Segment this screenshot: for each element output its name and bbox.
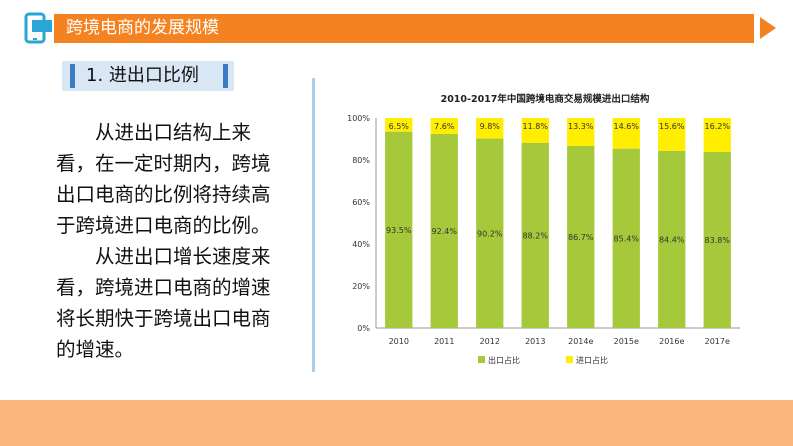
- data-label: 11.8%: [523, 122, 549, 131]
- bar-export: [385, 131, 413, 328]
- y-tick-label: 100%: [347, 114, 370, 123]
- bar-import: [385, 118, 413, 132]
- data-label: 83.8%: [705, 236, 731, 245]
- section-label: 1. 进出口比例: [86, 65, 199, 86]
- paragraph-1: 从进出口结构上来看，在一定时期内，跨境出口电商的比例将持续高于跨境进口电商的比例…: [56, 121, 271, 237]
- data-label: 13.3%: [568, 122, 594, 131]
- data-label: 85.4%: [614, 234, 640, 243]
- x-tick-label: 2011: [434, 337, 454, 346]
- section-right-bar: [223, 64, 228, 88]
- data-label: 6.5%: [389, 122, 410, 131]
- y-tick-label: 40%: [352, 240, 370, 249]
- bar-export: [567, 145, 595, 328]
- bar-import: [476, 118, 504, 139]
- data-label: 16.2%: [705, 122, 731, 131]
- x-tick-label: 2012: [480, 337, 500, 346]
- y-tick-label: 20%: [352, 282, 370, 291]
- legend-swatch: [478, 356, 485, 363]
- bar-import: [567, 118, 595, 146]
- bar-export: [658, 150, 686, 328]
- bar-export: [430, 133, 458, 328]
- data-label: 88.2%: [523, 231, 549, 240]
- x-tick-label: 2014e: [568, 337, 593, 346]
- legend-label: 进口占比: [576, 355, 608, 365]
- data-label: 86.7%: [568, 233, 594, 242]
- y-tick-label: 0%: [357, 324, 370, 333]
- logo-icon: [24, 12, 54, 46]
- legend-label: 出口占比: [488, 355, 520, 365]
- stacked-bar-chart: 2010-2017年中国跨境电商交易规模进出口结构 0% 20% 40% 60% 80%…: [347, 93, 740, 365]
- data-label: 93.5%: [386, 226, 412, 235]
- bar-import: [521, 118, 549, 143]
- data-label: 9.8%: [480, 122, 501, 131]
- title-arrow-icon: [760, 17, 776, 39]
- y-tick-label: 80%: [352, 156, 370, 165]
- page-title: 跨境电商的发展规模: [54, 14, 754, 43]
- bar-import: [612, 118, 640, 149]
- bar-import: [430, 118, 458, 134]
- x-tick-label: 2017e: [705, 337, 730, 346]
- bar-export: [703, 152, 731, 328]
- x-tick-label: 2013: [525, 337, 545, 346]
- divider-line: [312, 78, 315, 372]
- section-heading: 1. 进出口比例: [62, 61, 234, 91]
- section-left-bar: [70, 64, 75, 88]
- data-label: 14.6%: [614, 122, 640, 131]
- bar-export: [612, 148, 640, 328]
- bar-import: [658, 118, 686, 151]
- chart-title: 2010-2017年中国跨境电商交易规模进出口结构: [441, 93, 650, 105]
- y-tick-label: 60%: [352, 198, 370, 207]
- paragraph-2: 从进出口增长速度来看，跨境进口电商的增速将长期快于跨境出口电商的增速。: [56, 245, 271, 361]
- data-label: 90.2%: [477, 229, 503, 238]
- bar-export: [521, 142, 549, 328]
- x-tick-label: 2016e: [659, 337, 684, 346]
- data-label: 15.6%: [659, 122, 685, 131]
- footer-band: [0, 400, 793, 446]
- bar-export: [476, 138, 504, 328]
- body-text: 从进出口结构上来看，在一定时期内，跨境出口电商的比例将持续高于跨境进口电商的比例…: [56, 117, 288, 365]
- data-label: 7.6%: [434, 122, 455, 131]
- chart: 2010-2017年中国跨境电商交易规模进出口结构 0% 20% 40% 60% 80%…: [330, 80, 760, 384]
- x-tick-label: 2015e: [614, 337, 639, 346]
- bar-import: [703, 118, 731, 153]
- data-label: 92.4%: [432, 227, 458, 236]
- x-tick-label: 2010: [389, 337, 409, 346]
- data-label: 84.4%: [659, 235, 685, 244]
- legend-swatch: [566, 356, 573, 363]
